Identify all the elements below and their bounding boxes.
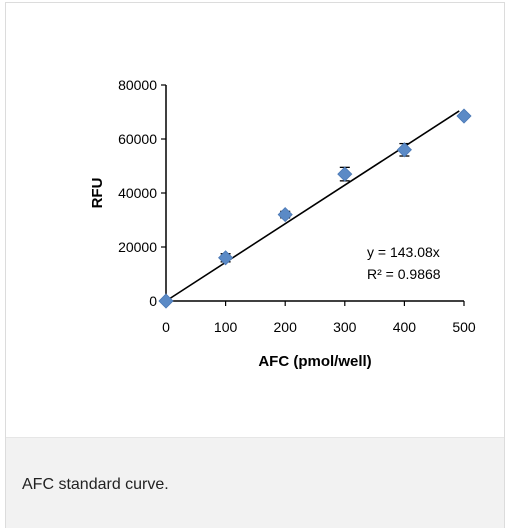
figure-area: 0 20000 40000 60000 80000 0 100 200 300 400 500 A… — [6, 3, 504, 437]
y-ticks: 0 20000 40000 60000 80000 — [118, 77, 166, 309]
y-tick-label: 0 — [149, 293, 157, 309]
caption-bar: AFC standard curve. — [6, 437, 504, 528]
x-tick-label: 500 — [452, 319, 476, 335]
x-tick-label: 200 — [274, 319, 298, 335]
data-point-marker — [277, 207, 293, 223]
figure-caption: AFC standard curve. — [22, 476, 169, 493]
trendline — [165, 110, 460, 302]
x-tick-label: 300 — [333, 319, 357, 335]
x-tick-label: 0 — [162, 319, 170, 335]
data-points — [158, 108, 472, 309]
data-point-marker — [158, 293, 174, 309]
y-tick-label: 60000 — [118, 131, 157, 147]
data-point-marker — [218, 250, 234, 266]
data-point-marker — [337, 166, 353, 182]
y-tick-label: 40000 — [118, 185, 157, 201]
y-axis-label: RFU — [89, 178, 106, 209]
data-point-marker — [396, 142, 412, 158]
x-tick-label: 100 — [214, 319, 238, 335]
chart: 0 20000 40000 60000 80000 0 100 200 300 400 500 A… — [89, 77, 476, 370]
y-tick-label: 80000 — [118, 77, 157, 93]
trendline-group — [165, 110, 460, 302]
data-point-marker — [456, 108, 472, 124]
x-tick-label: 400 — [393, 319, 417, 335]
r-squared-annotation: R² = 0.9868 — [367, 266, 441, 282]
y-tick-label: 20000 — [118, 239, 157, 255]
equation-annotation: y = 143.08x — [367, 244, 440, 260]
x-ticks: 0 100 200 300 400 500 — [162, 301, 476, 335]
figure-card: 0 20000 40000 60000 80000 0 100 200 300 400 500 A… — [5, 2, 505, 528]
x-axis-label: AFC (pmol/well) — [258, 353, 371, 370]
